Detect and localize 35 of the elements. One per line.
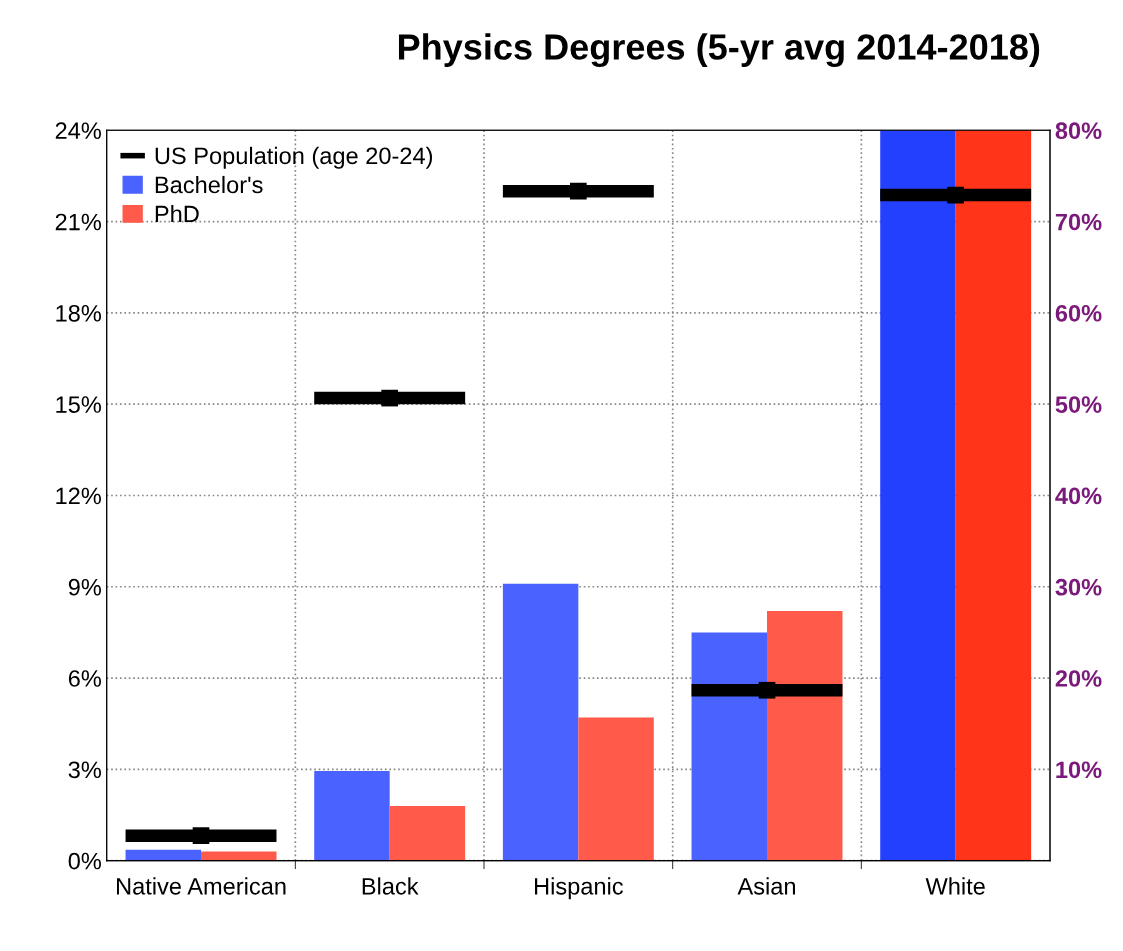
point <box>758 681 776 699</box>
x-tick-label: Hispanic <box>535 877 623 900</box>
y2-tick-label: 80% <box>1055 122 1102 140</box>
bar <box>125 849 202 861</box>
y-tick-label: 3% <box>68 761 101 779</box>
legend-label: Bachelor's <box>155 175 263 194</box>
bar <box>502 583 579 861</box>
x-tick-label: White <box>925 877 985 895</box>
chart-title: Physics Degrees (5-yr avg 2014-2018) <box>398 33 1040 68</box>
y2-tick-label: 10% <box>1056 761 1102 779</box>
y-tick-label: 24% <box>55 122 101 139</box>
y2-tick-label: 70% <box>1055 213 1102 231</box>
point <box>192 827 210 845</box>
y2-tick-label: 30% <box>1055 578 1102 596</box>
x-tick-label: Asian <box>737 877 796 895</box>
y2-tick-label: 40% <box>1055 487 1102 505</box>
x-tick-label: Black <box>362 877 419 895</box>
y-tick-label: 21% <box>55 213 101 231</box>
bar <box>578 717 654 861</box>
y2-tick-label: 60% <box>1055 304 1102 322</box>
y-tick-label: 15% <box>56 396 101 413</box>
legend-label: PhD <box>155 205 199 223</box>
y2-tick-label: 20% <box>1055 670 1102 687</box>
y-tick-label: 9% <box>68 578 101 596</box>
y-tick-label: 12% <box>56 487 101 505</box>
y-tick-label: 6% <box>68 670 101 687</box>
bar <box>389 805 466 861</box>
legend-label: US Population (age 20-24) <box>155 146 433 169</box>
y2-tick-label: 50% <box>1055 396 1102 413</box>
point <box>381 389 399 407</box>
y-tick-label: 0% <box>68 852 101 870</box>
point <box>570 182 587 200</box>
bar <box>314 770 390 861</box>
y-tick-label: 18% <box>56 304 101 322</box>
x-tick-label: Native American <box>117 877 286 895</box>
